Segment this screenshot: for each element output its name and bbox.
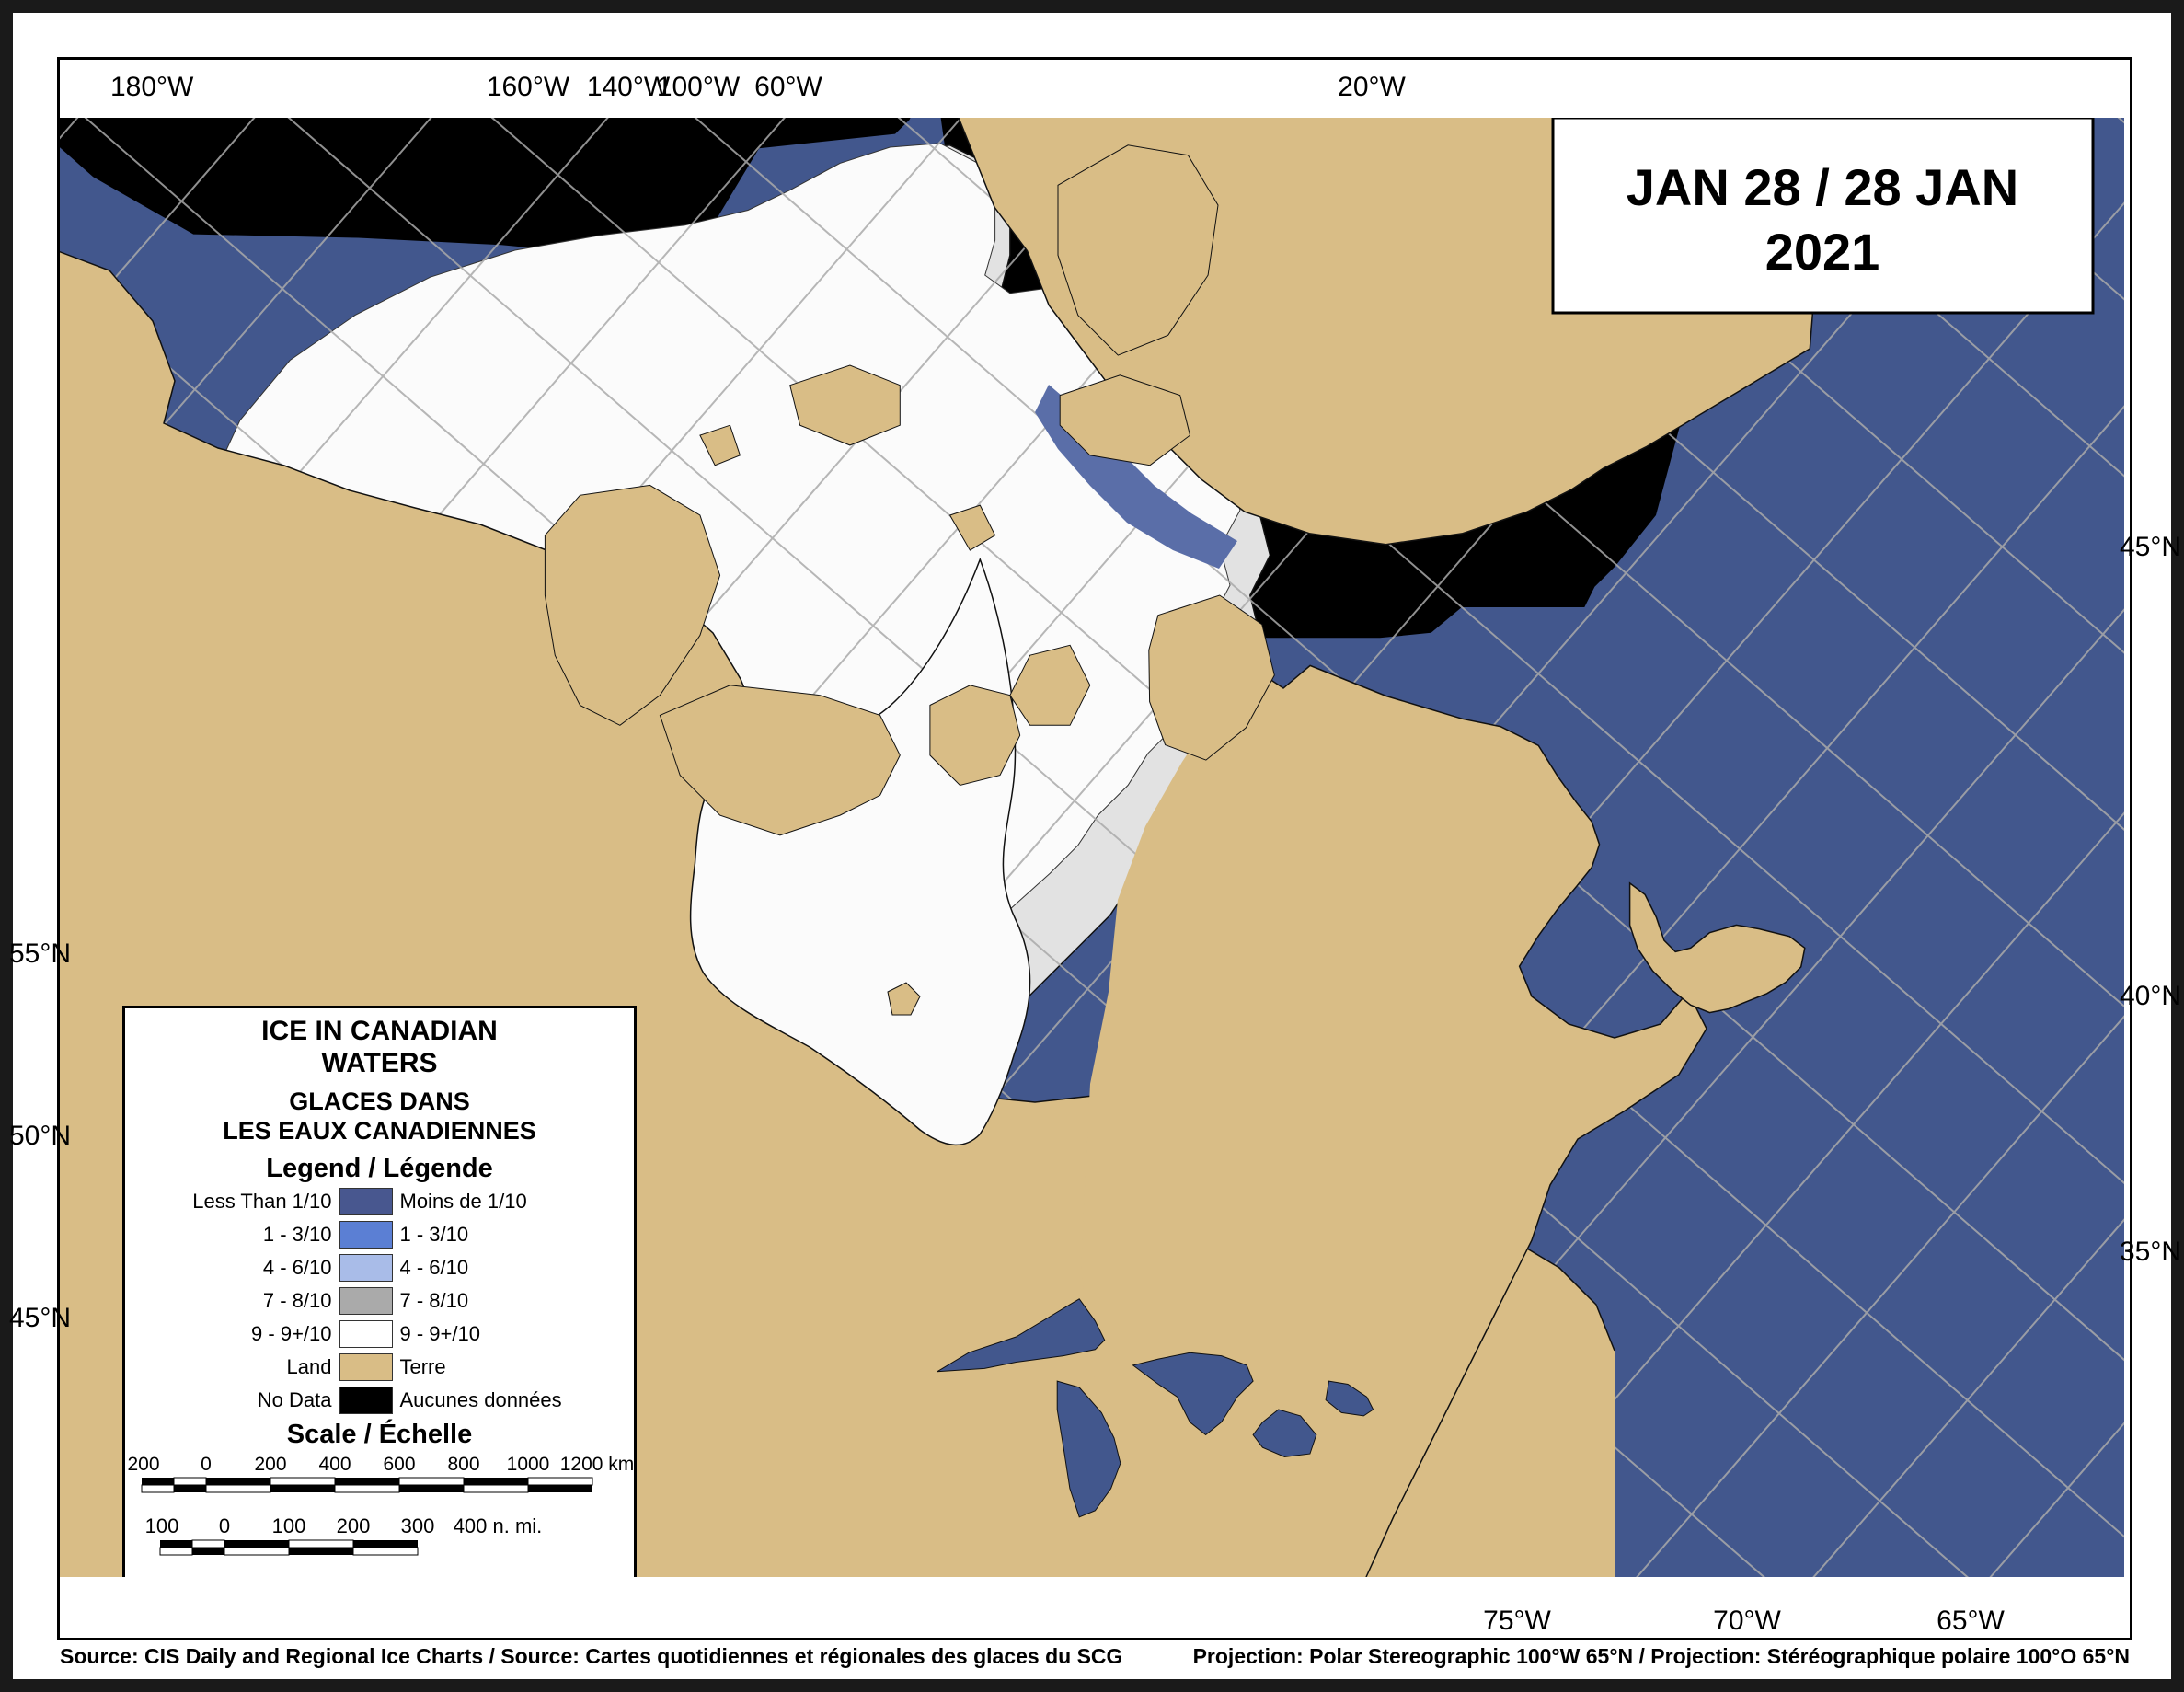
svg-text:2021: 2021 — [1765, 223, 1880, 281]
svg-text:400: 400 — [318, 1454, 351, 1475]
svg-text:300: 300 — [401, 1514, 435, 1537]
svg-text:0: 0 — [219, 1514, 230, 1537]
svg-text:1000: 1000 — [507, 1454, 550, 1475]
svg-text:1200 km: 1200 km — [560, 1454, 635, 1475]
svg-text:JAN 28 / 28 JAN: JAN 28 / 28 JAN — [1627, 158, 2018, 216]
svg-text:200: 200 — [337, 1514, 371, 1537]
svg-text:200: 200 — [254, 1454, 286, 1475]
svg-text:0: 0 — [201, 1454, 212, 1475]
svg-text:800: 800 — [447, 1454, 479, 1475]
svg-text:100: 100 — [272, 1514, 306, 1537]
svg-text:200: 200 — [127, 1454, 159, 1475]
svg-text:600: 600 — [383, 1454, 415, 1475]
svg-text:100: 100 — [145, 1514, 179, 1537]
svg-text:400 n. mi.: 400 n. mi. — [454, 1514, 543, 1537]
